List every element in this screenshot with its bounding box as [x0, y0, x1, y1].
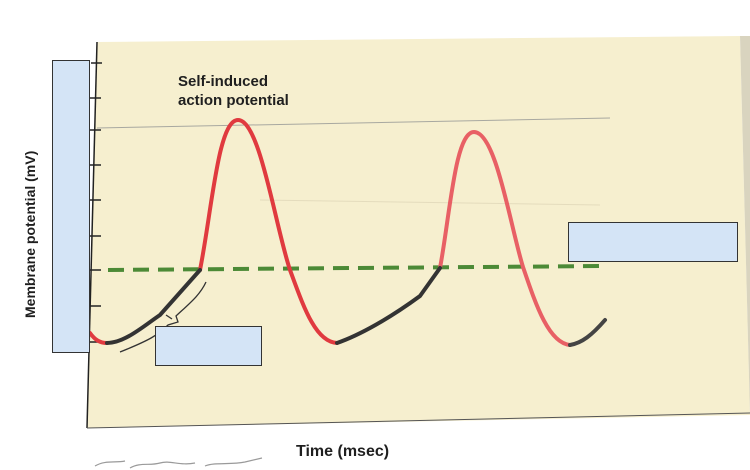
x-axis [86, 412, 750, 429]
ruled-line-faint [259, 199, 601, 206]
page-shadow [740, 36, 750, 415]
y-axis-label-box[interactable] [52, 60, 90, 353]
y-axis-ticks [90, 62, 102, 343]
annotation-line-1: Self-induced [178, 73, 268, 90]
handwriting-scribble [94, 457, 263, 469]
x-axis-label: Time (msec) [296, 443, 389, 460]
prepotential-brace [119, 281, 207, 353]
y-axis [86, 41, 98, 429]
prepotential-ramp-3 [568, 318, 607, 347]
annotation-line-2: action potential [178, 92, 289, 109]
action-potential-2 [438, 129, 572, 347]
threshold-label-box[interactable] [568, 222, 738, 262]
prepotential-ramp-2 [335, 266, 442, 345]
ruled-line [96, 117, 611, 129]
action-potential-1 [198, 117, 339, 345]
prepotential-brace-tick [165, 314, 173, 320]
prepotential-ramp-1 [105, 268, 202, 345]
prepotential-label-box[interactable] [155, 326, 262, 366]
y-axis-label: Membrane potential (mV) [22, 151, 38, 318]
